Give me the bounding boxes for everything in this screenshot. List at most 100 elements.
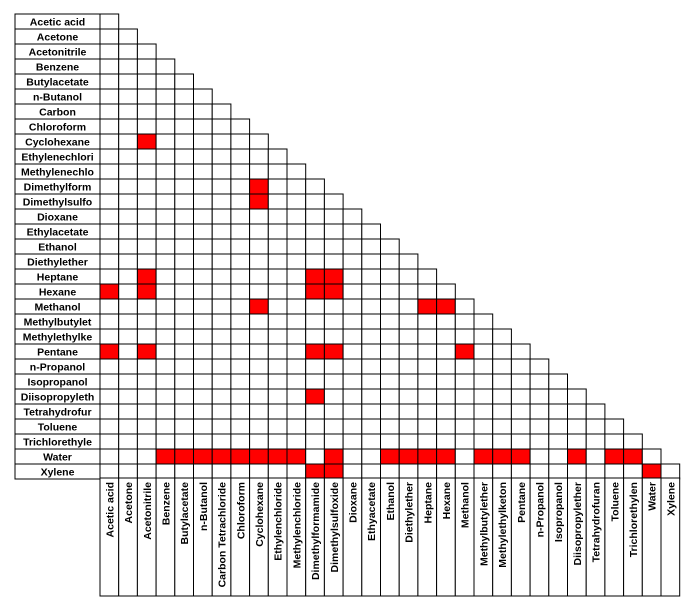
matrix-cell xyxy=(193,403,213,420)
column-label: Methylenchloride xyxy=(291,482,303,569)
matrix-cell xyxy=(174,208,195,225)
column-label: Methylethylketon xyxy=(497,482,509,568)
row-label: Methylenechlo xyxy=(21,167,94,179)
matrix-cell xyxy=(99,418,120,435)
matrix-cell xyxy=(155,73,176,90)
matrix-cell xyxy=(361,313,381,330)
matrix-cell xyxy=(623,463,643,480)
column-label: Methanol xyxy=(460,482,472,528)
column-label: Isopropanol xyxy=(553,482,565,542)
matrix-cell xyxy=(286,358,307,375)
matrix-cell xyxy=(492,343,512,360)
matrix-cell xyxy=(174,313,195,330)
matrix-cell xyxy=(99,448,120,465)
matrix-cell xyxy=(193,118,213,135)
matrix-cell xyxy=(361,358,381,375)
matrix-cell xyxy=(174,118,195,135)
matrix-cell xyxy=(492,358,512,375)
matrix-cell xyxy=(286,433,307,450)
matrix-cell xyxy=(585,403,606,420)
matrix-cell xyxy=(211,223,232,240)
immiscible-cell xyxy=(398,448,419,465)
matrix-cell xyxy=(473,343,494,360)
matrix-cell xyxy=(436,283,456,300)
matrix-cell xyxy=(99,178,120,195)
matrix-cell xyxy=(267,358,288,375)
matrix-cell xyxy=(99,403,120,420)
matrix-cell xyxy=(99,148,120,165)
matrix-cell xyxy=(99,238,120,255)
matrix-cell xyxy=(417,418,438,435)
matrix-cell xyxy=(398,403,419,420)
matrix-cell xyxy=(267,223,288,240)
immiscible-cell xyxy=(323,448,344,465)
matrix-cell xyxy=(510,418,531,435)
row-label: Dimethylsulfo xyxy=(23,197,92,209)
matrix-cell xyxy=(118,118,138,135)
matrix-cell xyxy=(323,418,344,435)
column-label: Water xyxy=(647,482,659,511)
matrix-cell xyxy=(323,313,344,330)
immiscible-cell xyxy=(305,463,325,480)
matrix-cell xyxy=(136,433,157,450)
immiscible-cell xyxy=(249,193,269,210)
matrix-cell xyxy=(155,193,176,210)
matrix-cell xyxy=(267,238,288,255)
matrix-cell xyxy=(398,463,419,480)
immiscible-cell xyxy=(567,448,587,465)
immiscible-cell xyxy=(417,448,438,465)
matrix-cell xyxy=(398,418,419,435)
matrix-cell xyxy=(174,253,195,270)
matrix-cell xyxy=(604,418,625,435)
matrix-cell xyxy=(136,103,157,120)
matrix-cell xyxy=(249,418,269,435)
matrix-cell xyxy=(155,343,176,360)
matrix-cell xyxy=(136,88,157,105)
matrix-cell xyxy=(155,433,176,450)
column-label: Hexane xyxy=(441,482,453,520)
matrix-cell xyxy=(305,253,325,270)
matrix-cell xyxy=(249,433,269,450)
matrix-cell xyxy=(193,388,213,405)
matrix-cell xyxy=(417,328,438,345)
matrix-cell xyxy=(155,313,176,330)
matrix-cell xyxy=(155,253,176,270)
matrix-cell xyxy=(398,253,419,270)
matrix-cell xyxy=(492,388,512,405)
matrix-cell xyxy=(380,433,400,450)
matrix-cell xyxy=(174,73,195,90)
matrix-cell xyxy=(398,433,419,450)
immiscible-cell xyxy=(136,283,157,300)
matrix-cell xyxy=(193,418,213,435)
matrix-cell xyxy=(380,373,400,390)
immiscible-cell xyxy=(136,268,157,285)
matrix-cell xyxy=(286,223,307,240)
matrix-cell xyxy=(548,373,568,390)
matrix-cell xyxy=(155,403,176,420)
matrix-cell xyxy=(267,463,288,480)
matrix-cell xyxy=(99,163,120,180)
matrix-cell xyxy=(380,298,400,315)
matrix-cell xyxy=(249,403,269,420)
matrix-cell xyxy=(305,223,325,240)
matrix-cell xyxy=(510,358,531,375)
immiscible-cell xyxy=(641,463,662,480)
matrix-cell xyxy=(211,373,232,390)
matrix-cell xyxy=(342,253,363,270)
immiscible-cell xyxy=(249,178,269,195)
matrix-cell xyxy=(155,118,176,135)
matrix-cell xyxy=(136,448,157,465)
matrix-cell xyxy=(211,358,232,375)
matrix-cell xyxy=(99,388,120,405)
row-label: Cyclohexane xyxy=(25,137,90,149)
matrix-cell xyxy=(99,193,120,210)
matrix-cell xyxy=(417,373,438,390)
matrix-cell xyxy=(174,433,195,450)
matrix-cell xyxy=(118,208,138,225)
matrix-cell xyxy=(286,418,307,435)
immiscible-cell xyxy=(249,298,269,315)
row-label: Benzene xyxy=(36,62,79,74)
matrix-cell xyxy=(136,163,157,180)
matrix-cell xyxy=(529,448,550,465)
matrix-cell xyxy=(155,58,176,75)
